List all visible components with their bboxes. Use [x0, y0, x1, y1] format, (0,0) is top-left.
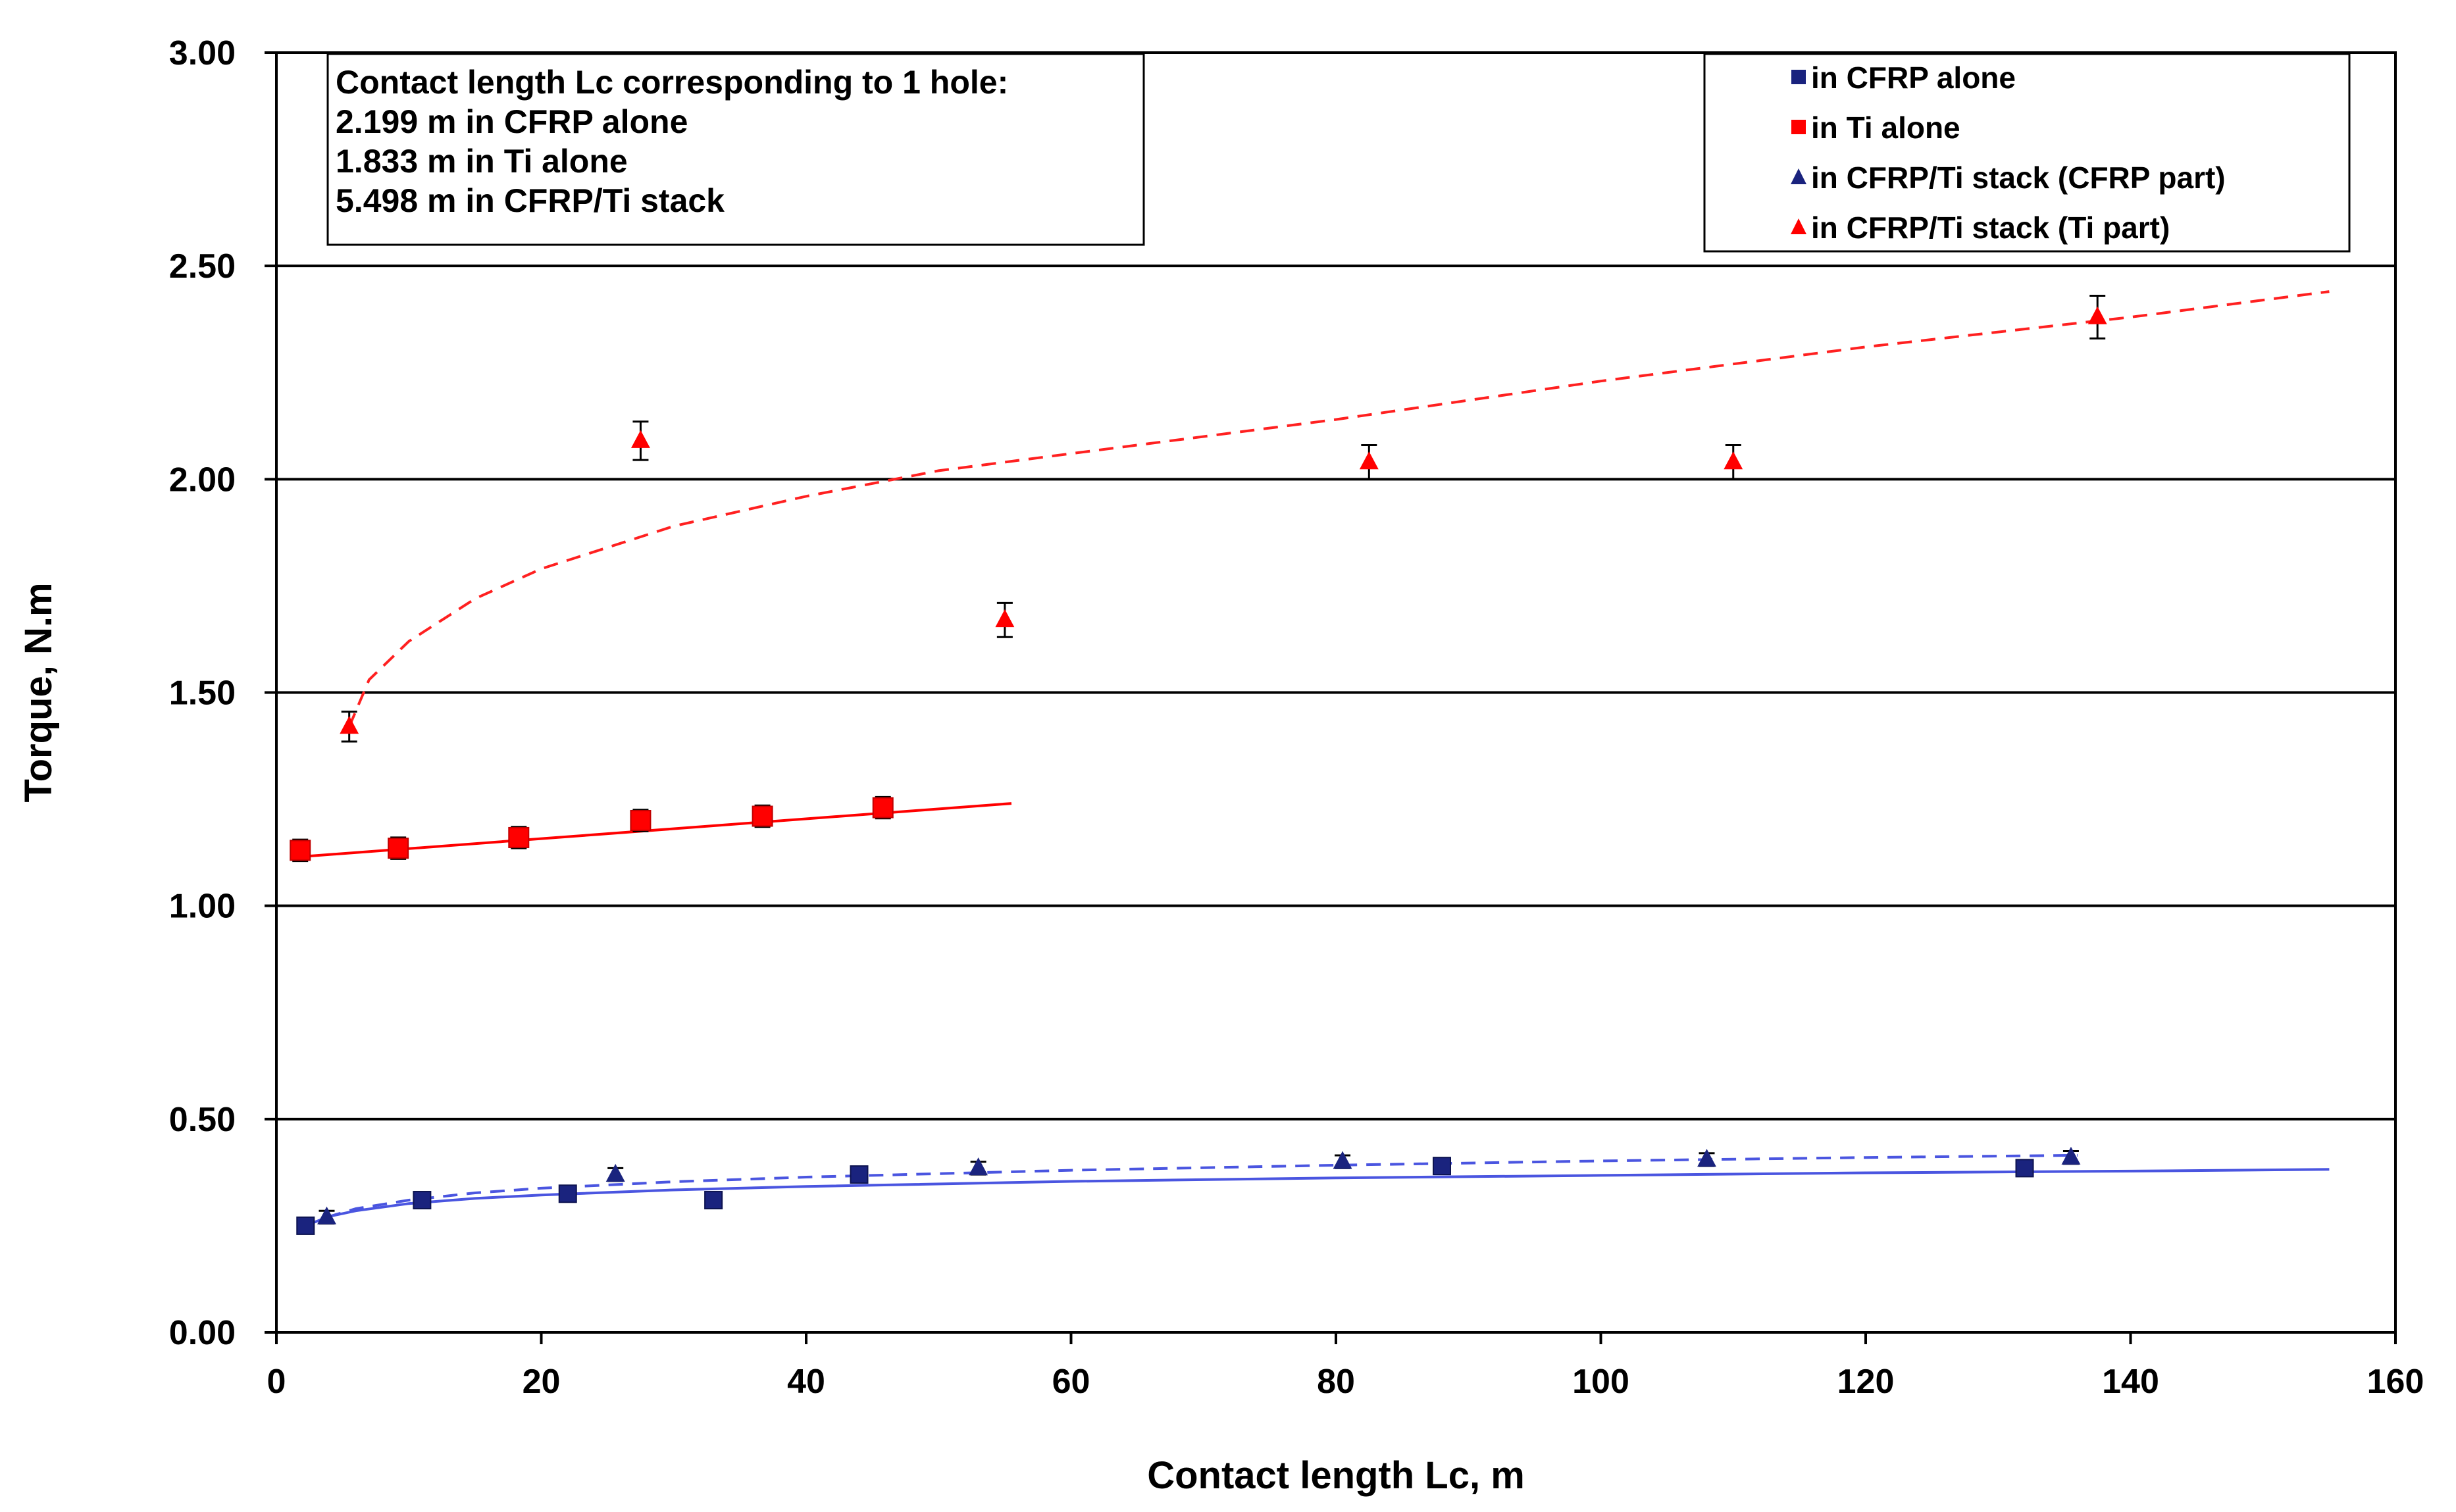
data-point-series-3	[605, 1163, 625, 1182]
x-tick-label: 20	[523, 1363, 561, 1401]
data-point-series-2	[630, 809, 652, 832]
points-layer	[290, 295, 2107, 1235]
y-tick-label: 3.00	[169, 34, 236, 72]
legend-triangle-icon	[1791, 218, 1806, 234]
triangle-marker	[2061, 1146, 2081, 1165]
square-marker	[752, 805, 773, 827]
square-marker	[704, 1191, 723, 1210]
data-point-series-1	[1433, 1157, 1451, 1176]
square-marker	[1433, 1157, 1451, 1176]
data-point-series-4	[1724, 443, 1743, 480]
y-tick-label: 1.00	[169, 888, 236, 926]
square-marker	[290, 840, 311, 861]
data-point-series-4	[1359, 443, 1379, 480]
triangle-marker	[1333, 1151, 1352, 1169]
x-tick-label: 40	[787, 1363, 825, 1401]
data-point-series-4	[2087, 295, 2107, 340]
legend-square-icon	[1791, 120, 1806, 134]
annotation-line-4: 5.498 m in CFRP/Ti stack	[336, 182, 725, 219]
legend: in CFRP alone in Ti alone in CFRP/Ti stack…	[1703, 53, 2351, 253]
triangle-marker	[1724, 451, 1743, 470]
data-point-series-2	[872, 795, 894, 820]
data-point-series-1	[558, 1184, 577, 1203]
triangle-marker	[605, 1163, 625, 1182]
triangle-marker	[2087, 306, 2107, 324]
data-point-series-2	[290, 838, 311, 863]
data-point-series-3	[317, 1206, 336, 1225]
data-point-series-4	[630, 420, 650, 461]
y-tick-label: 0.00	[169, 1314, 236, 1352]
legend-label: in Ti alone	[1811, 111, 1960, 145]
trendline-series-4	[347, 290, 2330, 728]
data-point-series-4	[340, 711, 359, 743]
legend-frame	[1703, 53, 2351, 253]
square-marker	[630, 810, 652, 831]
square-marker	[413, 1191, 432, 1210]
data-point-series-1	[413, 1191, 432, 1210]
data-point-series-3	[1697, 1149, 1716, 1167]
data-point-series-3	[2061, 1146, 2081, 1165]
x-axis-title: Contact length Lc, m	[1147, 1454, 1525, 1497]
legend-entry: in CFRP alone	[1791, 61, 2016, 95]
square-marker	[2015, 1159, 2034, 1178]
data-point-series-2	[752, 804, 773, 828]
data-point-series-1	[850, 1165, 869, 1184]
legend-label: in CFRP alone	[1811, 61, 2016, 95]
y-tick-label: 2.00	[169, 461, 236, 499]
square-marker	[872, 797, 894, 819]
x-tick-label: 120	[1837, 1363, 1895, 1401]
data-point-series-3	[969, 1157, 988, 1176]
square-marker	[558, 1184, 577, 1203]
legend-square-icon	[1791, 70, 1806, 84]
x-tick-label: 60	[1052, 1363, 1090, 1401]
y-tick-label: 2.50	[169, 247, 236, 286]
y-tick-label: 1.50	[169, 674, 236, 713]
annotation-frame	[326, 53, 1145, 246]
x-tick-label: 80	[1317, 1363, 1355, 1401]
data-point-series-2	[388, 836, 409, 860]
annotation-box: Contact length Lc corresponding to 1 hol…	[326, 53, 1145, 246]
legend-entry: in CFRP/Ti stack (Ti part)	[1791, 211, 2170, 245]
triangle-marker	[317, 1206, 336, 1224]
legend-triangle-icon	[1791, 168, 1806, 184]
data-point-series-1	[2015, 1159, 2034, 1178]
triangle-marker	[1697, 1149, 1716, 1167]
triangle-marker	[340, 716, 359, 734]
y-tick-label: 0.50	[169, 1101, 236, 1139]
legend-entry: in CFRP/Ti stack (CFRP part)	[1791, 161, 2226, 195]
data-point-series-1	[704, 1191, 723, 1210]
triangle-marker	[630, 430, 650, 448]
data-point-series-2	[508, 826, 530, 849]
y-axis-title: Torque, N.m	[17, 582, 60, 802]
triangle-marker	[1359, 451, 1379, 470]
ticks-layer: 0.00 0.50 1.00 1.50 2.00 2.50 3.00 0 20 40 60 80 100…	[169, 34, 2424, 1401]
square-marker	[508, 826, 530, 848]
legend-label: in CFRP/Ti stack (CFRP part)	[1811, 161, 2226, 195]
x-tick-label: 140	[2102, 1363, 2159, 1401]
trendline-series-3	[326, 1153, 2078, 1219]
x-tick-label: 0	[267, 1363, 286, 1401]
legend-items: in CFRP alone in Ti alone in CFRP/Ti stack…	[1791, 61, 2226, 245]
annotation-line-2: 2.199 m in CFRP alone	[336, 103, 688, 140]
x-tick-label: 160	[2367, 1363, 2424, 1401]
square-marker	[388, 838, 409, 859]
data-point-series-3	[1333, 1151, 1352, 1169]
legend-label: in CFRP/Ti stack (Ti part)	[1811, 211, 2170, 245]
square-marker	[850, 1165, 869, 1184]
annotation-line-1: Contact length Lc corresponding to 1 hol…	[336, 64, 1008, 101]
triangle-marker	[995, 609, 1015, 628]
square-marker	[296, 1216, 315, 1235]
legend-entry: in Ti alone	[1791, 111, 1960, 145]
annotation-line-3: 1.833 m in Ti alone	[336, 143, 628, 180]
triangle-marker	[969, 1157, 988, 1176]
data-point-series-1	[296, 1216, 315, 1235]
trendline-series-1	[305, 1168, 2330, 1227]
data-point-series-4	[995, 601, 1015, 638]
x-tick-label: 100	[1572, 1363, 1629, 1401]
